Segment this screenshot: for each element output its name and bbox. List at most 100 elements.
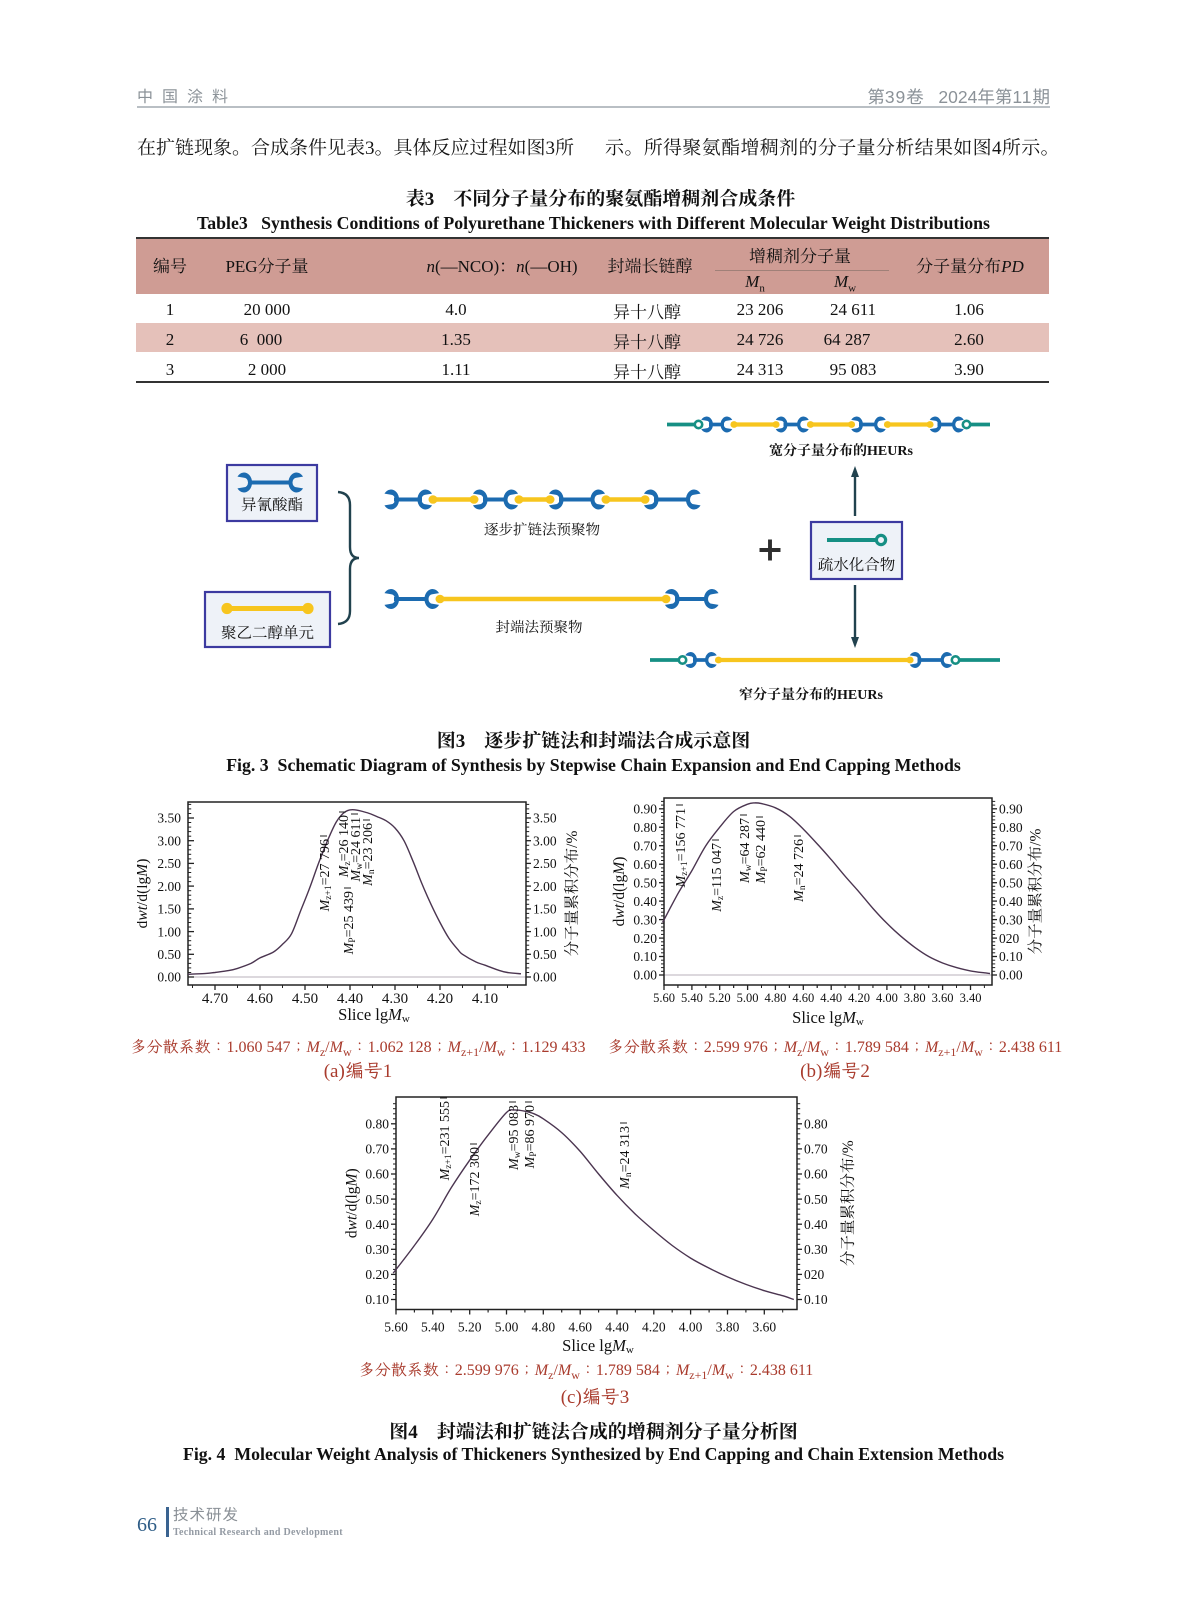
svg-text:4.30: 4.30 [382, 991, 408, 1007]
svg-text:4.60: 4.60 [247, 991, 273, 1007]
svg-text:0.30: 0.30 [804, 1242, 828, 1257]
svg-text:0.60: 0.60 [633, 857, 657, 872]
svg-text:4.40: 4.40 [605, 1320, 629, 1335]
svg-text:dwt/d(lgM): dwt/d(lgM) [137, 859, 151, 929]
svg-text:4.00: 4.00 [876, 991, 898, 1005]
svg-text:2.00: 2.00 [157, 879, 181, 894]
svg-text:020: 020 [999, 931, 1020, 946]
svg-text:0.10: 0.10 [365, 1292, 389, 1307]
svg-text:0.70: 0.70 [365, 1142, 389, 1157]
svg-text:1.00: 1.00 [157, 924, 181, 939]
svg-text:4.10: 4.10 [472, 991, 498, 1007]
svg-text:Mn=23 206: Mn=23 206 [361, 823, 377, 887]
svg-text:5.60: 5.60 [653, 991, 675, 1005]
svg-text:4.80: 4.80 [531, 1320, 555, 1335]
svg-text:3.80: 3.80 [716, 1320, 740, 1335]
svg-text:0.30: 0.30 [633, 912, 657, 927]
svg-text:0.60: 0.60 [365, 1167, 389, 1182]
svg-text:疏水化合物: 疏水化合物 [818, 553, 896, 575]
svg-text:0.80: 0.80 [804, 1117, 828, 1132]
svg-text:5.00: 5.00 [495, 1320, 519, 1335]
svg-text:0.10: 0.10 [633, 949, 657, 964]
svg-text:2.50: 2.50 [157, 856, 181, 871]
svg-text:0.50: 0.50 [533, 947, 557, 962]
svg-text:Slice lgMw: Slice lgMw [562, 1336, 634, 1356]
svg-text:5.60: 5.60 [384, 1320, 408, 1335]
svg-text:Mz=172 300: Mz=172 300 [468, 1147, 484, 1217]
svg-text:逐步扩链法预聚物: 逐步扩链法预聚物 [484, 519, 600, 540]
svg-text:0.50: 0.50 [157, 947, 181, 962]
svg-text:0.00: 0.00 [633, 968, 657, 983]
svg-text:0.00: 0.00 [533, 970, 557, 985]
svg-text:3.60: 3.60 [752, 1320, 776, 1335]
svg-text:3.00: 3.00 [157, 833, 181, 848]
svg-text:1.00: 1.00 [533, 924, 557, 939]
svg-text:Mz+1=27 796: Mz+1=27 796 [318, 839, 334, 912]
svg-text:3.50: 3.50 [157, 811, 181, 826]
svg-text:0.50: 0.50 [365, 1192, 389, 1207]
svg-text:0.30: 0.30 [365, 1242, 389, 1257]
svg-text:3.80: 3.80 [904, 991, 926, 1005]
svg-text:4.20: 4.20 [848, 991, 870, 1005]
svg-text:MP=25 439: MP=25 439 [342, 891, 358, 955]
svg-text:2.50: 2.50 [533, 856, 557, 871]
svg-text:窄分子量分布的HEURs: 窄分子量分布的HEURs [739, 687, 883, 703]
svg-text:3.60: 3.60 [932, 991, 954, 1005]
svg-text:Mn=24 726: Mn=24 726 [792, 839, 808, 903]
svg-text:0.70: 0.70 [999, 838, 1023, 853]
svg-text:4.20: 4.20 [427, 991, 453, 1007]
svg-text:0.40: 0.40 [365, 1217, 389, 1232]
svg-text:Mw=24 611: Mw=24 611 [349, 817, 365, 882]
svg-text:3.40: 3.40 [960, 991, 982, 1005]
svg-text:Mz=26 140: Mz=26 140 [337, 815, 353, 878]
svg-text:Mz=115 047: Mz=115 047 [710, 843, 726, 913]
svg-text:Slice lgMw: Slice lgMw [338, 1005, 410, 1025]
svg-text:4.80: 4.80 [764, 991, 786, 1005]
svg-text:4.20: 4.20 [642, 1320, 666, 1335]
svg-text:Mw=64 287: Mw=64 287 [738, 818, 754, 884]
svg-text:0.80: 0.80 [365, 1117, 389, 1132]
svg-text:0.40: 0.40 [804, 1217, 828, 1232]
svg-text:4.70: 4.70 [202, 991, 228, 1007]
svg-text:0.80: 0.80 [633, 820, 657, 835]
svg-text:4.40: 4.40 [337, 991, 363, 1007]
svg-text:4.60: 4.60 [568, 1320, 592, 1335]
svg-text:MP=86 970: MP=86 970 [523, 1105, 539, 1169]
svg-text:0.90: 0.90 [999, 802, 1023, 817]
svg-text:4.60: 4.60 [792, 991, 814, 1005]
svg-text:封端法预聚物: 封端法预聚物 [496, 616, 583, 637]
svg-text:Mz+1=156 771: Mz+1=156 771 [674, 808, 690, 888]
svg-text:Mz+1=231 555: Mz+1=231 555 [438, 1101, 454, 1181]
svg-text:5.40: 5.40 [421, 1320, 445, 1335]
svg-text:0.70: 0.70 [633, 838, 657, 853]
svg-text:0.40: 0.40 [633, 894, 657, 909]
svg-text:5.40: 5.40 [681, 991, 703, 1005]
svg-text:MP=62 440: MP=62 440 [754, 820, 770, 884]
svg-text:5.20: 5.20 [458, 1320, 482, 1335]
svg-text:dwt/d(lgM): dwt/d(lgM) [344, 1168, 361, 1238]
svg-text:3.50: 3.50 [533, 811, 557, 826]
svg-text:5.00: 5.00 [737, 991, 759, 1005]
svg-text:0.10: 0.10 [804, 1292, 828, 1307]
svg-text:020: 020 [804, 1267, 825, 1282]
svg-text:0.30: 0.30 [999, 912, 1023, 927]
svg-text:0.50: 0.50 [999, 875, 1023, 890]
svg-text:0.80: 0.80 [999, 820, 1023, 835]
svg-text:0.20: 0.20 [633, 931, 657, 946]
svg-text:Mw=95 083: Mw=95 083 [507, 1105, 523, 1171]
svg-text:0.70: 0.70 [804, 1142, 828, 1157]
svg-text:0.00: 0.00 [999, 968, 1023, 983]
svg-text:0.20: 0.20 [365, 1267, 389, 1282]
svg-text:0.60: 0.60 [999, 857, 1023, 872]
svg-text:dwt/d(lgM): dwt/d(lgM) [612, 857, 628, 927]
svg-text:0.50: 0.50 [633, 875, 657, 890]
svg-text:4.00: 4.00 [679, 1320, 703, 1335]
svg-text:4.50: 4.50 [292, 991, 318, 1007]
svg-text:分子量累积分布/%: 分子量累积分布/% [1027, 829, 1045, 955]
svg-text:0.90: 0.90 [633, 802, 657, 817]
svg-text:5.20: 5.20 [709, 991, 731, 1005]
svg-text:2.00: 2.00 [533, 879, 557, 894]
svg-text:异氰酸酯: 异氰酸酯 [241, 493, 303, 515]
svg-text:1.50: 1.50 [533, 902, 557, 917]
svg-text:0.50: 0.50 [804, 1192, 828, 1207]
